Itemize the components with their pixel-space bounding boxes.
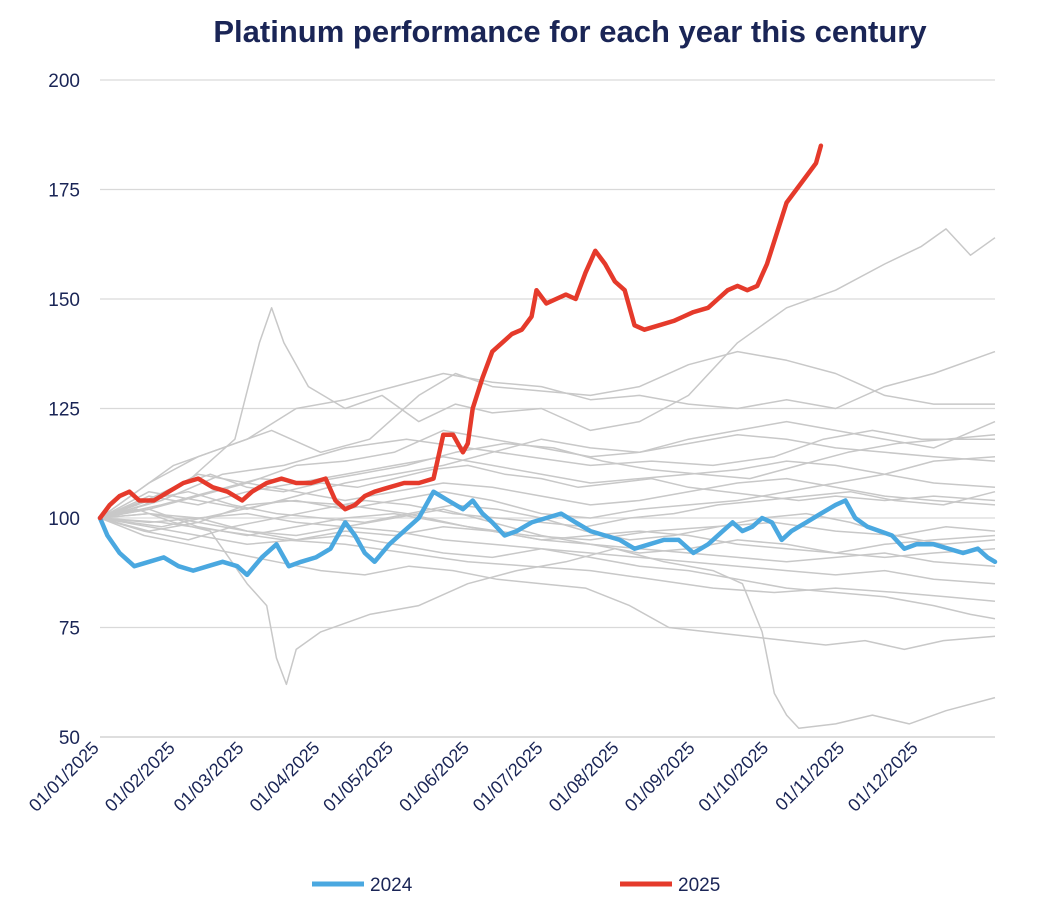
background-year-line <box>99 517 996 602</box>
y-tick-label: 50 <box>59 728 80 749</box>
background-year-line <box>99 350 995 519</box>
background-year-line <box>99 434 996 519</box>
x-tick-label: 01/12/2025 <box>844 738 922 816</box>
x-tick-label: 01/07/2025 <box>469 738 547 816</box>
y-tick-label: 125 <box>48 400 80 421</box>
x-tick-label: 01/02/2025 <box>101 738 179 816</box>
x-tick-label: 01/09/2025 <box>621 738 699 816</box>
x-tick-label: 01/04/2025 <box>246 738 324 816</box>
y-tick-label: 75 <box>59 619 80 640</box>
highlight-series-lines <box>97 143 998 578</box>
x-axis-ticks: 01/01/202501/02/202501/03/202501/04/2025… <box>25 738 922 816</box>
x-tick-label: 01/11/2025 <box>771 738 848 815</box>
y-tick-label: 175 <box>48 181 80 202</box>
y-axis-ticks: 50 75 100 125 150 175 200 <box>48 71 80 749</box>
x-tick-label: 01/05/2025 <box>319 738 397 816</box>
background-year-line <box>99 508 996 554</box>
series-line-2024 <box>97 489 998 578</box>
background-year-line <box>99 429 995 519</box>
y-tick-label: 200 <box>48 71 80 92</box>
background-year-line <box>99 434 996 519</box>
x-tick-label: 01/10/2025 <box>694 738 772 816</box>
background-year-line <box>99 490 996 541</box>
background-year-line <box>99 455 996 524</box>
background-year-line <box>99 517 996 651</box>
legend-label-2025: 2025 <box>678 875 720 896</box>
background-year-line <box>99 512 996 585</box>
background-year-lines <box>99 228 996 729</box>
background-year-line <box>99 508 996 729</box>
series-line-2025 <box>97 143 824 521</box>
legend-label-2024: 2024 <box>370 875 413 896</box>
background-year-line <box>99 464 996 519</box>
x-tick-label: 01/08/2025 <box>545 738 623 816</box>
chart-title: Platinum performance for each year this … <box>213 14 927 49</box>
background-year-line <box>99 477 996 519</box>
background-year-line <box>99 455 996 519</box>
y-tick-label: 150 <box>48 290 80 311</box>
x-tick-label: 01/06/2025 <box>395 738 473 816</box>
legend: 2024 2025 <box>312 875 720 896</box>
gridlines <box>100 79 995 738</box>
x-tick-label: 01/01/2025 <box>25 738 103 816</box>
y-tick-label: 100 <box>48 509 80 530</box>
x-tick-label: 01/03/2025 <box>170 738 248 816</box>
background-year-line <box>99 228 996 519</box>
